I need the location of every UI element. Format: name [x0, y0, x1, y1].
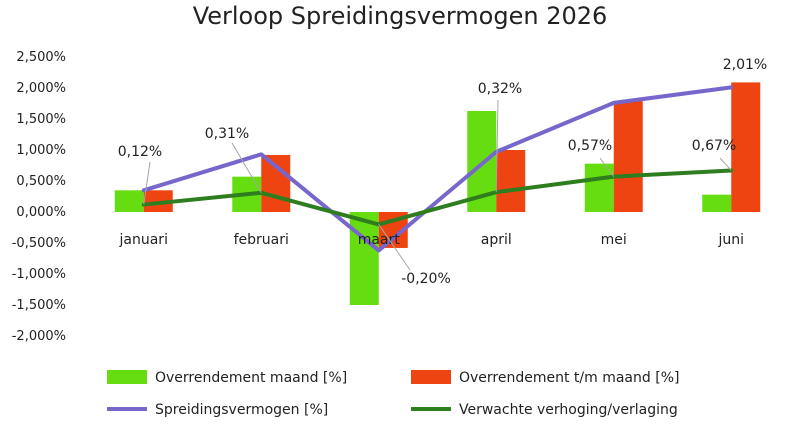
lines: [141, 85, 734, 253]
data-label: 0,31%: [205, 126, 249, 142]
leader-line: [495, 99, 499, 193]
data-label: 2,01%: [723, 57, 767, 73]
x-axis-categories: januari februari maart april mei juni: [119, 232, 744, 248]
legend-label: Overrendement t/m maand [%]: [459, 370, 679, 386]
y-tick-label: 1,000%: [16, 143, 66, 158]
data-label: 0,57%: [568, 138, 612, 154]
line-verwachte-verhoging: [141, 168, 734, 227]
leader-line: [143, 161, 151, 205]
line-spreidingsvermogen: [141, 85, 734, 253]
category-label: januari: [119, 232, 168, 248]
legend-swatch: [411, 370, 451, 384]
y-tick-label: 1,500%: [16, 112, 66, 127]
bar-overrendement-tm-maand: [261, 154, 291, 212]
y-tick-label: 2,000%: [16, 81, 66, 96]
category-label: mei: [601, 232, 627, 248]
y-tick-label: -2,000%: [12, 329, 66, 344]
legend-overrendement-maand: Overrendement maand [%]: [107, 370, 347, 386]
legend: Overrendement maand [%] Overrendement t/m…: [107, 370, 679, 418]
chart-title: Verloop Spreidingsvermogen 2026: [193, 2, 608, 30]
legend-label: Overrendement maand [%]: [155, 370, 347, 386]
leader-line: [599, 157, 615, 177]
y-tick-label: 0,000%: [16, 205, 66, 220]
data-label: 0,32%: [478, 81, 522, 97]
category-label: april: [481, 232, 512, 248]
y-tick-label: -1,000%: [12, 267, 66, 282]
data-label: 0,12%: [118, 144, 162, 160]
legend-swatch: [107, 370, 147, 384]
leader-line: [719, 157, 732, 171]
y-tick-label: -0,500%: [12, 236, 66, 251]
bar-overrendement-maand: [584, 163, 614, 212]
bar-overrendement-maand: [114, 190, 144, 212]
category-label: februari: [234, 232, 289, 248]
bar-overrendement-maand: [349, 212, 379, 305]
legend-spreidingsvermogen: Spreidingsvermogen [%]: [107, 402, 328, 418]
bar-overrendement-maand: [702, 194, 732, 212]
bars: [114, 82, 761, 305]
leader-line: [378, 224, 411, 271]
y-axis: 2,500% 2,000% 1,500% 1,000% 0,500% 0,000% -0,5…: [12, 50, 66, 344]
data-labels: 0,12% 0,31% -0,20% 0,32% 0,57% 0,67% 2,01%: [118, 57, 767, 287]
legend-overrendement-tm-maand: Overrendement t/m maand [%]: [411, 370, 679, 386]
data-label: 0,67%: [692, 138, 736, 154]
y-tick-label: -1,500%: [12, 298, 66, 313]
y-tick-label: 0,500%: [16, 174, 66, 189]
legend-label: Verwachte verhoging/verlaging: [459, 402, 678, 418]
bar-overrendement-tm-maand: [496, 150, 526, 212]
category-label: maart: [358, 232, 401, 248]
bar-overrendement-tm-maand: [613, 101, 643, 212]
data-label: -0,20%: [401, 271, 451, 287]
y-tick-label: 2,500%: [16, 50, 66, 65]
bar-overrendement-tm-maand: [731, 82, 761, 212]
category-label: juni: [717, 232, 744, 248]
legend-verwachte-verhoging: Verwachte verhoging/verlaging: [411, 402, 678, 418]
leader-line: [231, 142, 262, 194]
legend-label: Spreidingsvermogen [%]: [155, 402, 328, 418]
